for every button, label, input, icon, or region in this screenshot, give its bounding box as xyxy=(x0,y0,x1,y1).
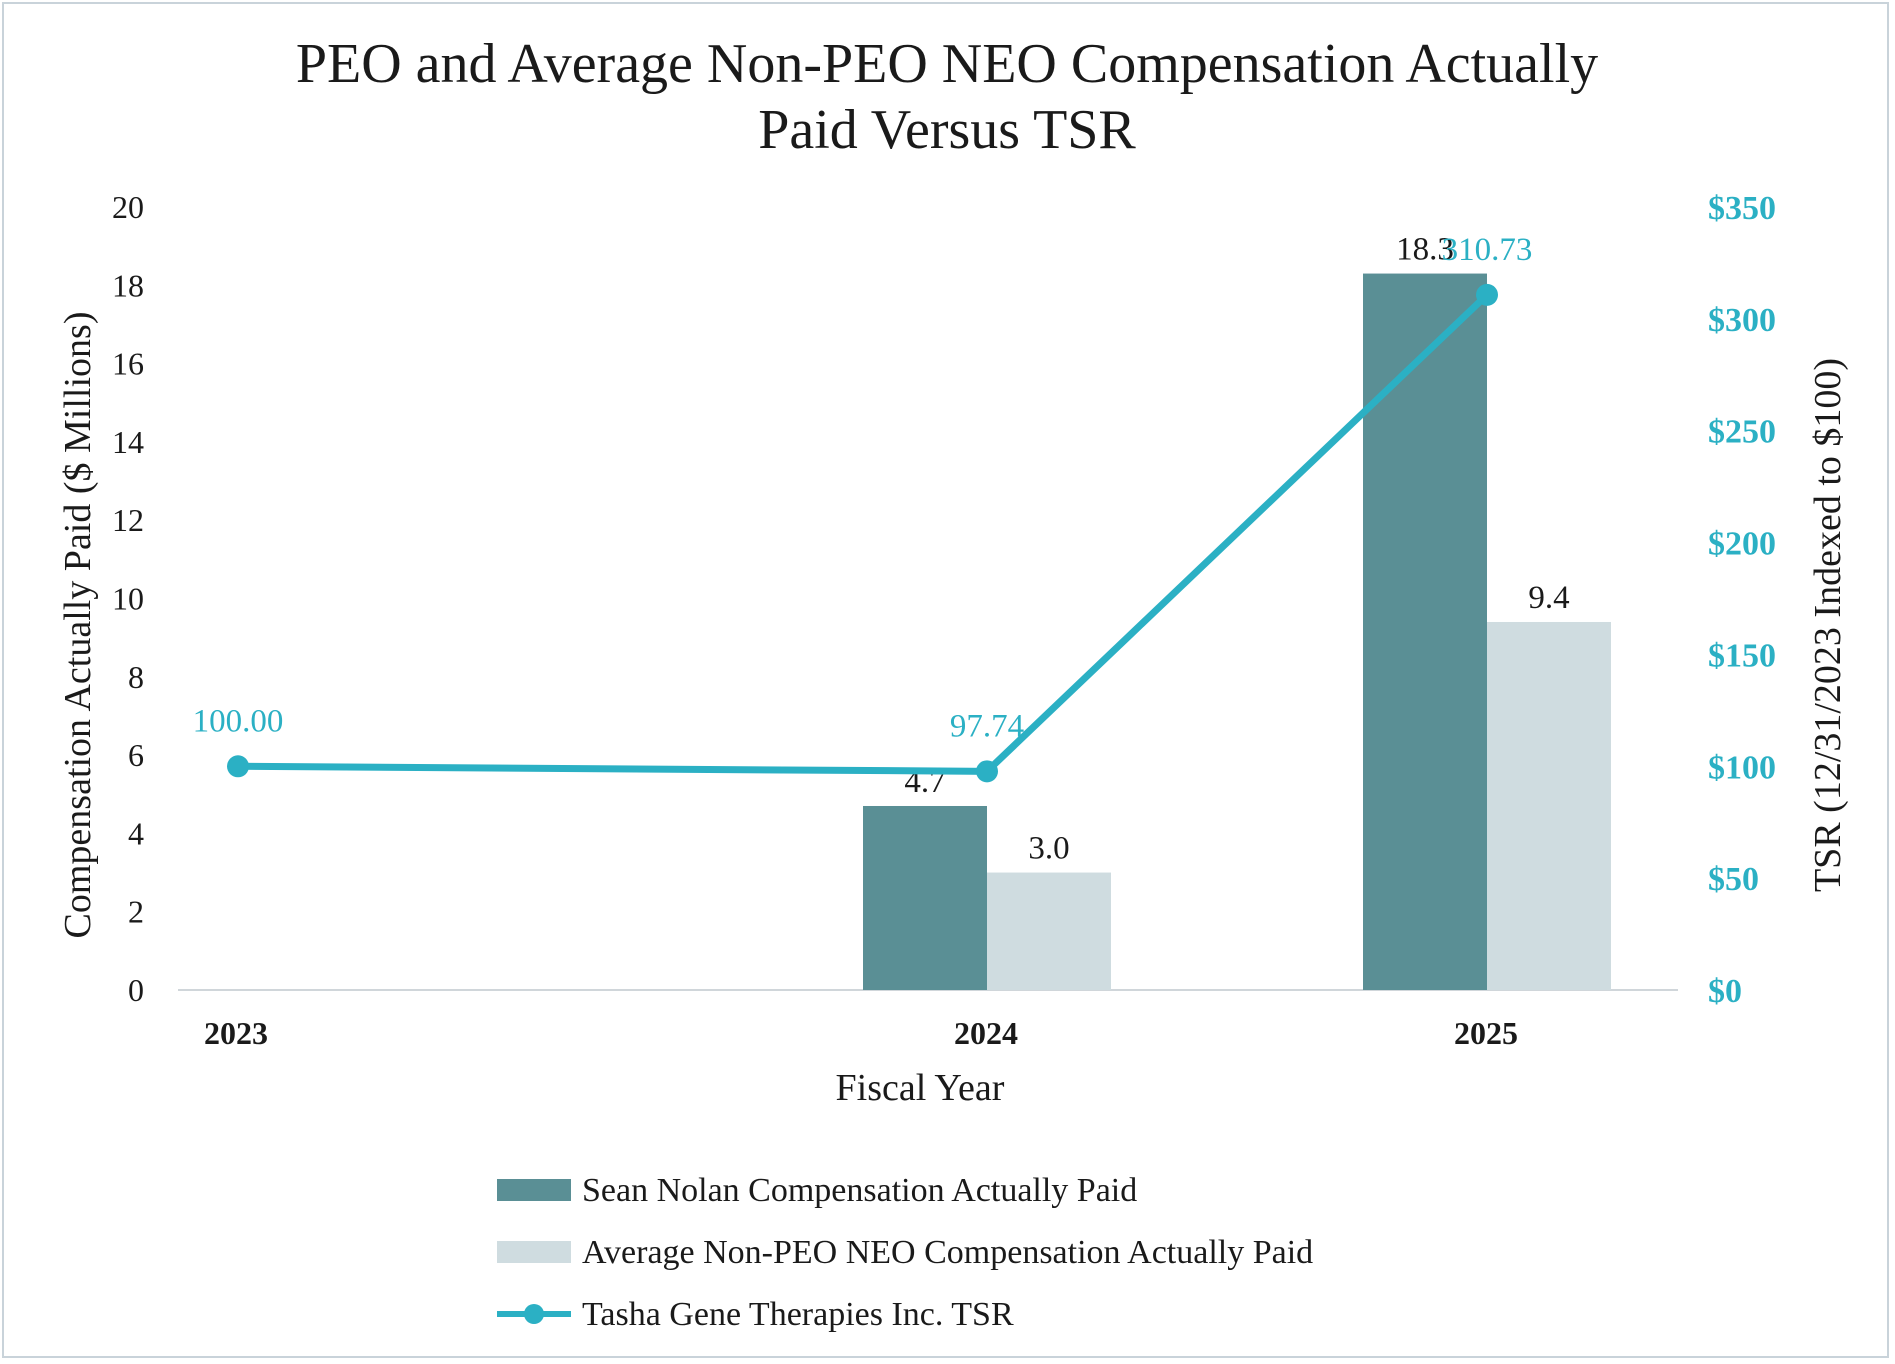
y-right-tick-label: $100 xyxy=(1708,749,1776,786)
bar-data-label: 18.3 xyxy=(1396,232,1454,268)
legend-swatch-average-non-peo xyxy=(497,1241,571,1263)
chart-title-line-2: Paid Versus TSR xyxy=(758,99,1136,161)
x-tick-label-2023: 2023 xyxy=(204,1015,268,1051)
y-axis-left-ticks: 0 2 4 6 8 10 12 14 16 18 20 xyxy=(112,189,144,1008)
tsr-data-label: 310.73 xyxy=(1442,232,1533,268)
chart-legend: Sean Nolan Compensation Actually Paid Av… xyxy=(497,1172,1313,1333)
tsr-line-path xyxy=(237,292,1490,775)
y-right-tick-label: $0 xyxy=(1708,973,1742,1010)
y-right-tick-label: $200 xyxy=(1708,526,1776,563)
y-left-tick-label: 12 xyxy=(112,502,144,538)
tsr-line-series: 100.00 97.74 310.73 xyxy=(193,232,1533,783)
tsr-point-2024 xyxy=(976,760,998,783)
legend-label-average-non-peo: Average Non-PEO NEO Compensation Actuall… xyxy=(582,1234,1313,1271)
tsr-data-label: 100.00 xyxy=(193,703,284,739)
bar-data-label: 3.0 xyxy=(1028,831,1069,867)
tsr-data-label: 97.74 xyxy=(950,708,1024,744)
x-axis-title: Fiscal Year xyxy=(836,1067,1005,1109)
chart-title: PEO and Average Non-PEO NEO Compensation… xyxy=(296,33,1598,161)
chart-title-line-1: PEO and Average Non-PEO NEO Compensation… xyxy=(296,33,1598,95)
y-left-tick-label: 2 xyxy=(128,894,144,930)
y-left-tick-label: 20 xyxy=(112,189,144,225)
y-left-tick-label: 10 xyxy=(112,581,144,617)
y-left-tick-label: 16 xyxy=(112,346,144,382)
y-left-tick-label: 6 xyxy=(128,737,144,773)
y-axis-right-title: TSR (12/31/2023 Indexed to $100) xyxy=(1807,358,1849,892)
tsr-point-2023 xyxy=(227,755,249,778)
y-right-tick-label: $250 xyxy=(1708,414,1776,451)
y-right-tick-label: $300 xyxy=(1708,302,1776,339)
bar-series xyxy=(863,273,1611,990)
legend-label-tsr: Tasha Gene Therapies Inc. TSR xyxy=(582,1296,1014,1333)
y-left-tick-label: 18 xyxy=(112,267,144,303)
x-tick-label-2024: 2024 xyxy=(954,1015,1018,1051)
bar-data-label: 9.4 xyxy=(1528,580,1569,616)
y-left-tick-label: 0 xyxy=(128,972,144,1008)
y-axis-left-title: Compensation Actually Paid ($ Millions) xyxy=(57,312,99,939)
y-right-tick-label: $350 xyxy=(1708,190,1776,227)
y-left-tick-label: 4 xyxy=(128,815,144,851)
bar-sean-nolan-2025 xyxy=(1363,273,1487,990)
y-axis-right-ticks: $0 $50 $100 $150 $200 $250 $300 $350 xyxy=(1708,190,1776,1010)
x-tick-label-2025: 2025 xyxy=(1454,1015,1518,1051)
legend-swatch-tsr-marker xyxy=(524,1304,544,1324)
tsr-point-2025 xyxy=(1476,283,1498,306)
legend-swatch-sean-nolan xyxy=(497,1179,571,1201)
bar-average-non-peo-2024 xyxy=(987,872,1111,990)
y-left-tick-label: 14 xyxy=(112,424,144,460)
legend-label-sean-nolan: Sean Nolan Compensation Actually Paid xyxy=(582,1172,1137,1209)
bar-sean-nolan-2024 xyxy=(863,805,987,990)
y-right-tick-label: $150 xyxy=(1708,637,1776,674)
x-axis-ticks: 2023 2024 2025 xyxy=(204,1015,1518,1051)
y-right-tick-label: $50 xyxy=(1708,861,1759,898)
bar-average-non-peo-2025 xyxy=(1487,621,1611,990)
y-left-tick-label: 8 xyxy=(128,659,144,695)
